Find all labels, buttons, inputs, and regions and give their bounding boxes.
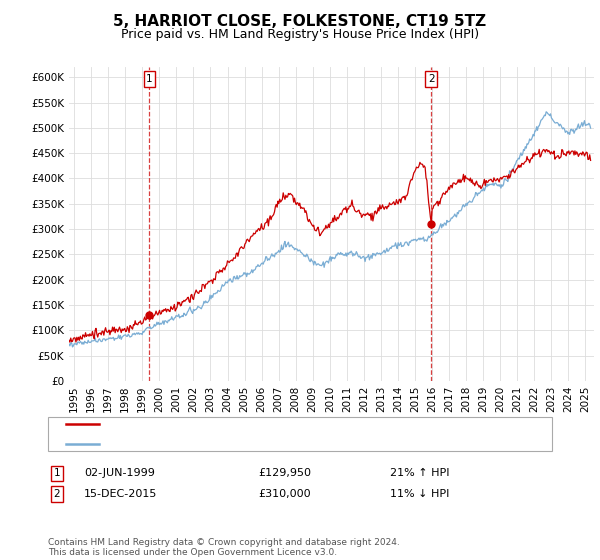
Text: Price paid vs. HM Land Registry's House Price Index (HPI): Price paid vs. HM Land Registry's House … [121, 28, 479, 41]
Text: Contains HM Land Registry data © Crown copyright and database right 2024.
This d: Contains HM Land Registry data © Crown c… [48, 538, 400, 557]
Text: 02-JUN-1999: 02-JUN-1999 [84, 468, 155, 478]
Text: 21% ↑ HPI: 21% ↑ HPI [390, 468, 449, 478]
Text: 5, HARRIOT CLOSE, FOLKESTONE, CT19 5TZ (detached house): 5, HARRIOT CLOSE, FOLKESTONE, CT19 5TZ (… [105, 419, 452, 429]
Text: 11% ↓ HPI: 11% ↓ HPI [390, 489, 449, 499]
Text: 2: 2 [428, 74, 434, 84]
Text: 15-DEC-2015: 15-DEC-2015 [84, 489, 157, 499]
Text: £310,000: £310,000 [258, 489, 311, 499]
Text: HPI: Average price, detached house, Folkestone and Hythe: HPI: Average price, detached house, Folk… [105, 439, 433, 449]
Text: 1: 1 [146, 74, 153, 84]
Text: 5, HARRIOT CLOSE, FOLKESTONE, CT19 5TZ: 5, HARRIOT CLOSE, FOLKESTONE, CT19 5TZ [113, 14, 487, 29]
Text: £129,950: £129,950 [258, 468, 311, 478]
Text: 1: 1 [53, 468, 61, 478]
Text: 2: 2 [53, 489, 61, 499]
